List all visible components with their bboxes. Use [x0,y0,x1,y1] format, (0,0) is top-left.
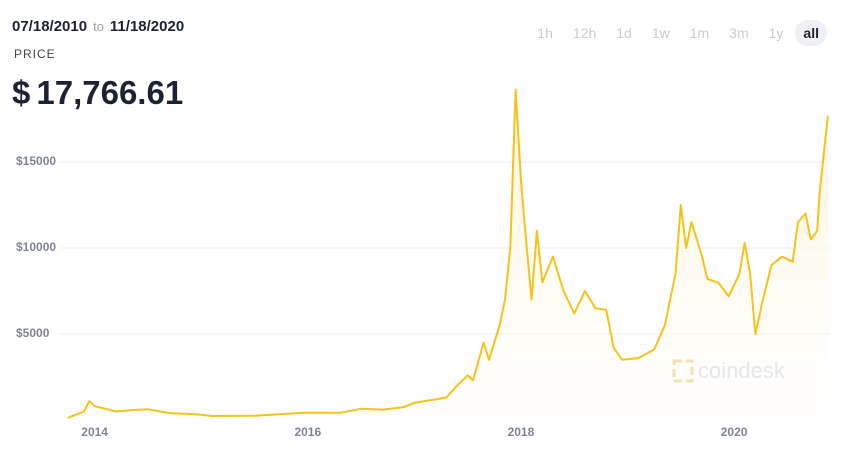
date-range: 07/18/2010 to 11/18/2020 [12,18,184,35]
price-line [67,88,829,419]
y-tick-label: $5000 [16,326,50,340]
price: $17,766.61 [12,74,183,112]
area [68,89,828,421]
date-to: 11/18/2020 [109,18,185,35]
range-button[interactable]: 1h [537,25,553,41]
x-tick-label: 2014 [81,425,108,439]
y-tick-label: $10000 [16,240,56,254]
price-caption: PRICE [14,47,56,61]
currency: $ [12,74,31,111]
x-tick-label: 2018 [508,425,535,439]
range-button[interactable]: 1d [616,25,632,41]
range-button[interactable]: 3m [729,25,749,41]
range-button[interactable]: 1w [651,25,670,41]
x-tick-label: 2020 [721,425,748,439]
date-sep: to [93,19,104,34]
range-button[interactable]: 1y [768,25,784,41]
watermark: coindesk [672,358,786,383]
watermark-logo [672,359,694,383]
date-from: 07/18/2010 [12,18,88,35]
y-tick-label: $15000 [16,154,56,168]
range-button[interactable]: 1m [689,25,710,41]
price-value: 17,766.61 [36,74,184,111]
x-tick-label: 2016 [294,425,321,439]
range-button[interactable]: 12h [572,25,597,41]
watermark-text: coindesk [698,358,786,383]
range-buttons: 1h 12h 1d 1w 1m 3m 1y all [529,20,827,46]
range-button[interactable]: all [795,20,827,46]
